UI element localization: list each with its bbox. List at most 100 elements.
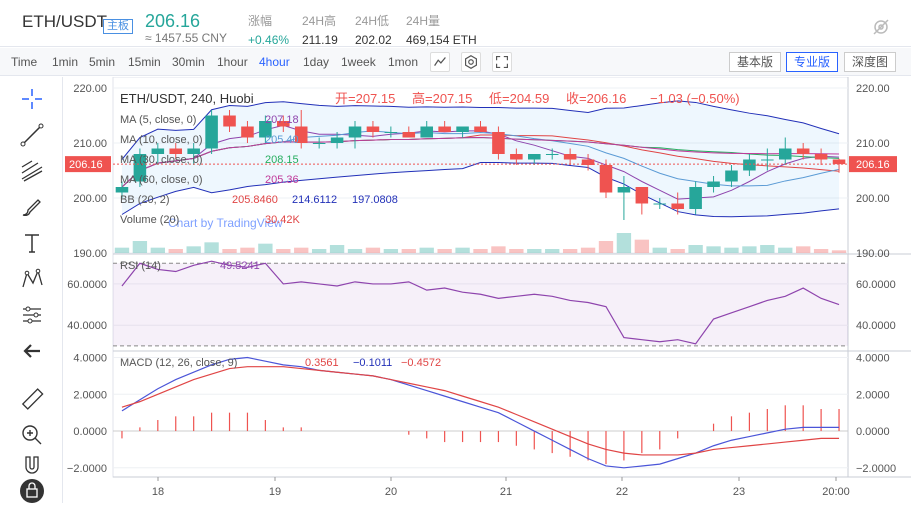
interval-1min[interactable]: 1min: [52, 55, 79, 69]
candle-body: [492, 132, 505, 154]
volume-bar: [204, 242, 219, 253]
candle-body: [778, 148, 792, 160]
rsi-band-fill: [113, 263, 848, 346]
rsi-ytick-left: 40.0000: [67, 320, 107, 332]
ticker-header: ETH/USDT 主板 206.16 ≈ 1457.55 CNY 涨幅 +0.4…: [0, 0, 911, 47]
candle-body: [223, 115, 236, 127]
volume-bar: [150, 247, 165, 253]
time-tick-label: 21: [500, 486, 512, 498]
legend-value: 205.8460: [232, 194, 278, 206]
fib-icon[interactable]: [18, 157, 46, 185]
macd-value: 0.3561: [305, 357, 339, 369]
legend-value: 197.0808: [352, 194, 398, 206]
candle-body: [725, 170, 738, 182]
candle-body: [635, 187, 649, 204]
ohlc-open: 开=207.15: [335, 91, 395, 106]
volume-bar: [652, 247, 667, 253]
volume-bar: [580, 247, 596, 253]
macd-value: −0.1011: [353, 357, 392, 369]
view-basic-button[interactable]: 基本版: [729, 52, 782, 72]
chart-title: ETH/USDT, 240, Huobi: [120, 91, 254, 106]
crosshair-icon[interactable]: [18, 85, 46, 113]
time-tick-label: 23: [733, 486, 745, 498]
brush-icon[interactable]: [18, 193, 46, 221]
legend-name: MA (60, close, 0): [120, 174, 203, 186]
stat-label: 24H低: [355, 14, 390, 28]
ruler-icon[interactable]: [18, 385, 46, 413]
legend-name: MA (30, close, 0): [120, 154, 203, 166]
trend-line-icon[interactable]: [18, 121, 46, 149]
volume-bar: [329, 245, 345, 253]
volume-bar: [760, 245, 775, 253]
volume-bar: [598, 241, 614, 253]
macd-ytick-left: 2.0000: [73, 389, 107, 401]
volume-bar: [311, 249, 327, 253]
interval-1mon[interactable]: 1mon: [388, 55, 419, 69]
interval-1week[interactable]: 1week: [341, 55, 376, 69]
pattern-icon[interactable]: [18, 265, 46, 293]
macd-ytick-left: 4.0000: [73, 353, 107, 365]
candle-body: [528, 154, 541, 160]
volume-bar: [365, 247, 381, 253]
volume-bar: [276, 249, 291, 253]
macd-signal-line: [121, 366, 840, 456]
interval-4hour[interactable]: 4hour: [259, 55, 290, 69]
magnet-icon[interactable]: [18, 451, 46, 479]
rsi-value: 49.5241: [220, 260, 260, 272]
stat-volume: 24H量 469,154 ETH: [406, 12, 477, 47]
cny-price: ≈ 1457.55 CNY: [145, 31, 227, 45]
rsi-ytick-right: 40.0000: [856, 320, 896, 332]
interval-15min[interactable]: 15min: [128, 55, 161, 69]
candle-body: [545, 154, 559, 155]
settings-icon[interactable]: [461, 52, 481, 72]
candle-body: [599, 165, 613, 193]
tradingview-watermark: Chart by TradingView: [168, 216, 283, 230]
stat-label: 24H高: [302, 14, 337, 28]
volume-bar: [670, 249, 685, 253]
chart-area[interactable]: 220.00 220.00 210.00 210.00 200.00 200.00 190.…: [63, 76, 911, 503]
back-arrow-icon[interactable]: [18, 337, 46, 365]
price-ytick-right: 220.00: [856, 83, 890, 95]
macd-ytick-right: −2.0000: [856, 463, 896, 475]
fullscreen-icon[interactable]: [492, 52, 512, 72]
volume-bar: [527, 249, 542, 253]
candle-body: [617, 187, 631, 193]
volume-bar: [831, 250, 847, 253]
volume-bar: [168, 249, 183, 253]
stat-value: 469,154 ETH: [406, 33, 477, 47]
lock-icon[interactable]: [18, 477, 46, 505]
volume-bar: [634, 239, 650, 253]
volume-bar: [347, 249, 363, 253]
interval-time[interactable]: Time: [11, 55, 38, 69]
indicator-icon[interactable]: [430, 52, 450, 72]
interval-1hour[interactable]: 1hour: [217, 55, 248, 69]
candle-body: [133, 154, 147, 182]
candle-body: [671, 203, 684, 209]
board-badge: 主板: [103, 19, 133, 34]
rsi-line: [121, 260, 840, 345]
price-ytick-right: 200.00: [856, 193, 890, 205]
candle-body: [420, 126, 433, 138]
zoom-in-icon[interactable]: [18, 421, 46, 449]
candle-body: [653, 203, 667, 205]
interval-5min[interactable]: 5min: [89, 55, 116, 69]
view-depth-button[interactable]: 深度图: [844, 52, 897, 72]
last-price-label-left: 206.16: [69, 159, 103, 171]
last-price-tag-left: [65, 156, 111, 173]
candle-body: [115, 187, 129, 193]
volume-bar: [724, 247, 739, 253]
text-icon[interactable]: [18, 229, 46, 257]
time-tick-label: 20: [385, 486, 397, 498]
legend-value: 205.36: [265, 174, 299, 186]
measure-icon[interactable]: [18, 301, 46, 329]
price-ytick-left: 210.00: [73, 138, 107, 150]
hide-settings-icon[interactable]: [872, 18, 890, 36]
pair-name[interactable]: ETH/USDT: [22, 12, 107, 31]
view-pro-button[interactable]: 专业版: [786, 52, 839, 72]
interval-1day[interactable]: 1day: [303, 55, 330, 69]
stat-low: 24H低 202.02: [355, 12, 392, 47]
ohlc-low: 低=204.59: [489, 91, 549, 106]
candle-body: [348, 126, 362, 138]
interval-30min[interactable]: 30min: [172, 55, 205, 69]
